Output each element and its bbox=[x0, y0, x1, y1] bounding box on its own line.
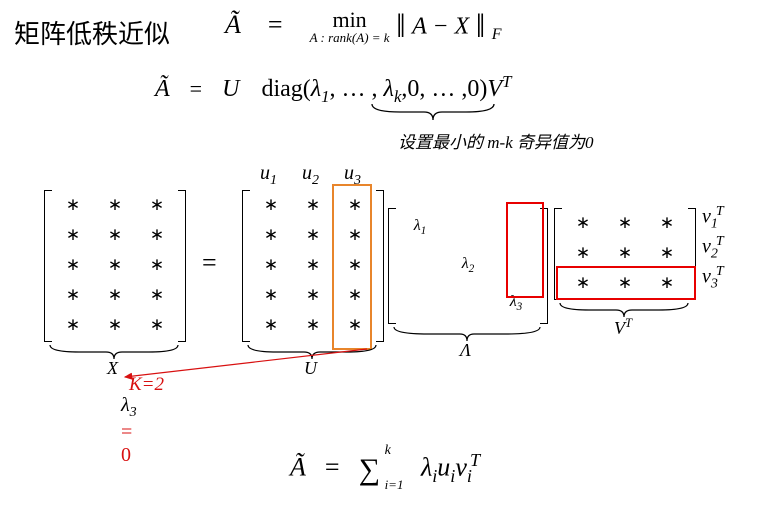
matrix-cell: ∗ bbox=[264, 195, 278, 215]
lambda2: λ2 bbox=[462, 255, 475, 275]
matrix-cell: ∗ bbox=[150, 315, 164, 335]
matrix-cell: ∗ bbox=[150, 285, 164, 305]
eq3: Ã = ∑ k i=1 λiuiviT bbox=[290, 450, 480, 487]
matrix-cell: ∗ bbox=[66, 195, 80, 215]
eq1-F: F bbox=[492, 26, 502, 43]
lambda3-highlight-box bbox=[506, 202, 544, 298]
eq2-zeros: ,0, … ,0) bbox=[401, 76, 487, 102]
matrix-cell: ∗ bbox=[66, 255, 80, 275]
eq1-norm-l: ‖ bbox=[396, 8, 406, 45]
matrix-cell: ∗ bbox=[108, 285, 122, 305]
v3-label: v3T bbox=[702, 264, 724, 293]
matrix-cell: ∗ bbox=[306, 255, 320, 275]
matrix-cell: ∗ bbox=[66, 285, 80, 305]
matrix-cell: ∗ bbox=[108, 225, 122, 245]
matrix-cell: ∗ bbox=[108, 315, 122, 335]
page-title: 矩阵低秩近似 bbox=[14, 14, 170, 51]
k2-label: K=2 bbox=[129, 374, 164, 396]
eq2-eq: = bbox=[190, 76, 202, 101]
matrix-X: ∗ ∗ ∗ ∗ ∗ ∗ ∗ ∗ ∗ ∗ ∗ ∗ ∗ ∗ ∗ bbox=[44, 190, 186, 342]
eq2-lk: λ bbox=[384, 76, 394, 102]
u1-label: u1 bbox=[260, 162, 277, 189]
matrix-cell: ∗ bbox=[306, 315, 320, 335]
eq1-norm-body: A − X bbox=[412, 14, 469, 40]
eq1-norm-r: ‖ bbox=[476, 8, 486, 45]
decomp-eq: = bbox=[202, 248, 217, 278]
eq3-sigma: ∑ bbox=[359, 453, 380, 486]
eq2-VTs: T bbox=[502, 72, 511, 91]
matrix-cell: ∗ bbox=[264, 285, 278, 305]
eq2-underbrace bbox=[368, 100, 498, 124]
eq2-dots1: , … , bbox=[330, 76, 378, 102]
eq2-caption: 设置最小的 m-k 奇异值为0 bbox=[398, 128, 593, 153]
eq3-sub: i=1 bbox=[385, 477, 404, 493]
matrix-cell: ∗ bbox=[108, 255, 122, 275]
matrix-cell: ∗ bbox=[618, 243, 632, 263]
matrix-cell: ∗ bbox=[264, 315, 278, 335]
matrix-cell: ∗ bbox=[264, 225, 278, 245]
v2-label: v2T bbox=[702, 234, 724, 263]
eq1: Ã = min A : rank(A) = k ‖ A − X ‖ F bbox=[225, 8, 502, 46]
matrix-cell: ∗ bbox=[150, 255, 164, 275]
matrix-cell: ∗ bbox=[66, 225, 80, 245]
matrix-cell: ∗ bbox=[576, 213, 590, 233]
matrix-cell: ∗ bbox=[660, 213, 674, 233]
matrix-cell: ∗ bbox=[306, 195, 320, 215]
lambda1: λ1 bbox=[414, 217, 427, 237]
eq3-lhs: Ã bbox=[290, 453, 306, 482]
eq3-eq: = bbox=[325, 453, 340, 482]
matrix-cell: ∗ bbox=[306, 285, 320, 305]
eq3-sup: k bbox=[385, 443, 391, 459]
matrix-cell: ∗ bbox=[618, 213, 632, 233]
matrix-cell: ∗ bbox=[264, 255, 278, 275]
matrix-cell: ∗ bbox=[576, 243, 590, 263]
matrix-Lambda-label: Λ bbox=[460, 340, 471, 361]
matrix-cell: ∗ bbox=[150, 225, 164, 245]
eq3-ui: u bbox=[437, 453, 450, 482]
eq3-vT: T bbox=[470, 450, 480, 470]
eq1-lhs: Ã bbox=[225, 10, 241, 39]
matrix-cell: ∗ bbox=[150, 195, 164, 215]
eq2-l1: λ bbox=[311, 76, 321, 102]
lambda3-zero: λ3 = 0 bbox=[121, 394, 137, 467]
u2-label: u2 bbox=[302, 162, 319, 189]
v3-highlight-box bbox=[556, 266, 696, 300]
eq1-min-sub: A : rank(A) = k bbox=[310, 31, 390, 45]
eq2-l1s: 1 bbox=[321, 87, 329, 106]
u3-highlight-box bbox=[332, 184, 372, 350]
eq2-VT: V bbox=[487, 76, 502, 102]
matrix-cell: ∗ bbox=[108, 195, 122, 215]
matrix-X-label: X bbox=[107, 358, 118, 379]
matrix-cell: ∗ bbox=[660, 243, 674, 263]
eq2-U: U bbox=[222, 76, 239, 102]
eq3-li: λ bbox=[421, 453, 432, 482]
matrix-cell: ∗ bbox=[66, 315, 80, 335]
matrix-Vt-label: VT bbox=[614, 316, 632, 339]
eq1-eq: = bbox=[268, 10, 283, 39]
eq3-vi: v bbox=[455, 453, 467, 482]
matrix-cell: ∗ bbox=[306, 225, 320, 245]
eq2-lhs: Ã bbox=[155, 76, 170, 102]
eq2-diag: diag( bbox=[261, 76, 310, 102]
v1-label: v1T bbox=[702, 204, 724, 233]
eq1-min: min bbox=[310, 9, 390, 31]
